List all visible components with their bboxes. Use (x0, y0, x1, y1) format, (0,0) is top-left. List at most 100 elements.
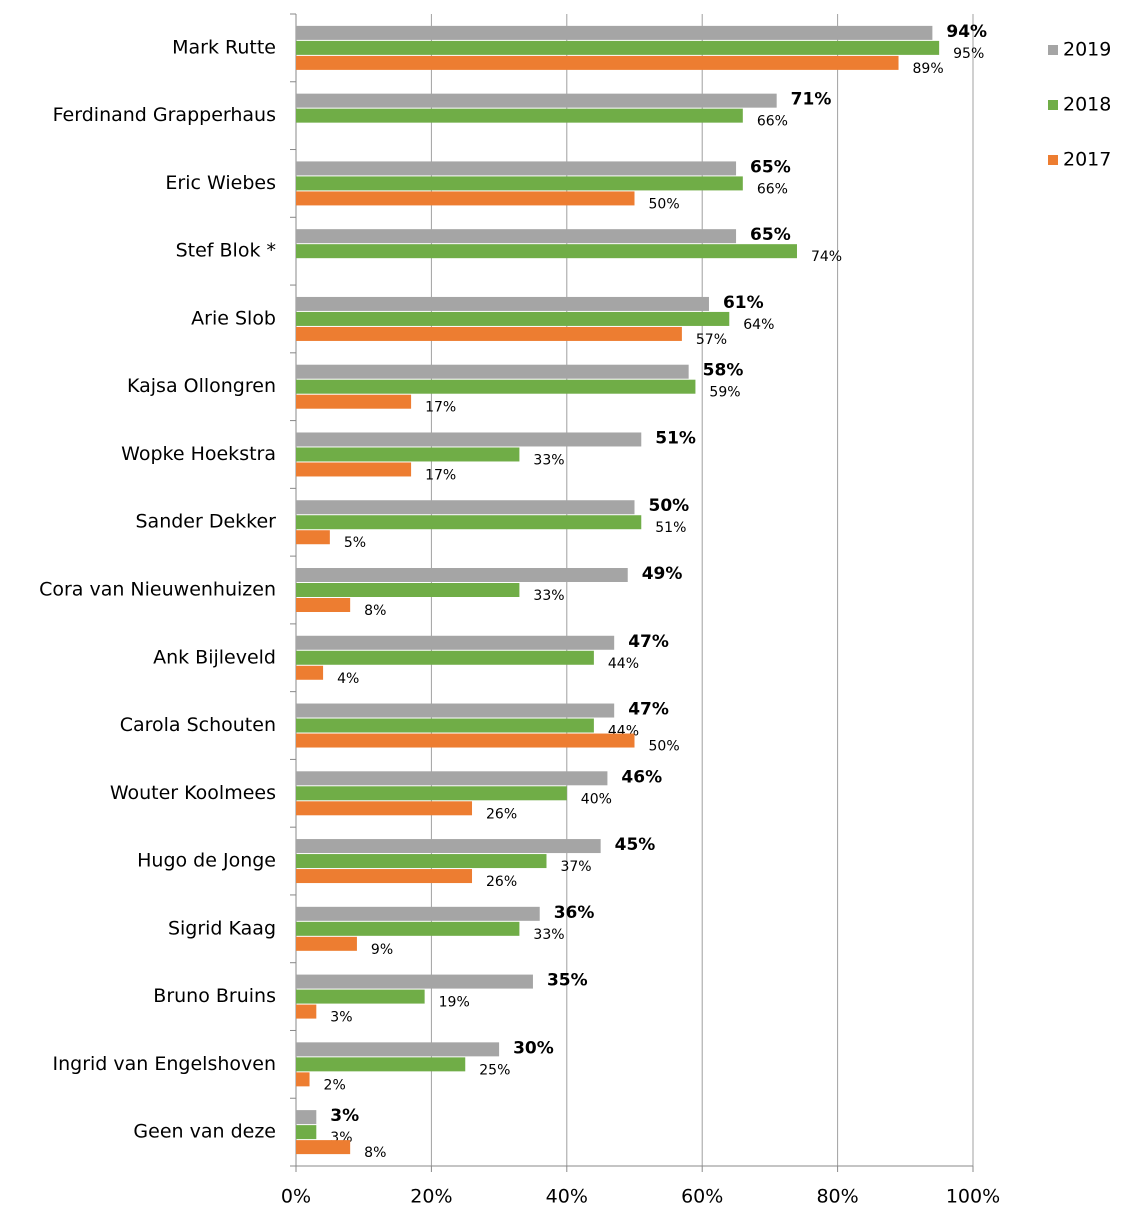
bar (296, 191, 635, 206)
value-label: 46% (621, 767, 662, 787)
legend-swatch (1048, 100, 1058, 110)
bar (296, 665, 324, 680)
bar (296, 364, 689, 379)
value-label: 47% (628, 700, 669, 720)
value-label: 45% (615, 835, 656, 855)
value-label: 37% (560, 859, 591, 875)
value-label: 65% (750, 157, 791, 177)
value-label: 17% (425, 467, 456, 483)
value-label: 66% (757, 114, 788, 130)
bar (296, 635, 615, 650)
value-label: 19% (439, 995, 470, 1011)
bar (296, 176, 743, 191)
bar (296, 936, 357, 951)
x-tick-label: 0% (281, 1186, 311, 1206)
bar (296, 921, 520, 936)
category-label: Ferdinand Grapperhaus (53, 104, 276, 126)
category-label: Sigrid Kaag (168, 917, 276, 939)
legend-swatch (1048, 155, 1058, 165)
category-label: Wopke Hoekstra (121, 443, 276, 465)
category-label: Eric Wiebes (165, 172, 276, 194)
bar (296, 598, 351, 612)
category-label: Mark Rutte (172, 36, 276, 58)
bar (296, 311, 730, 326)
bar (296, 244, 797, 259)
x-tick-label: 100% (946, 1186, 1000, 1206)
bar (296, 55, 899, 70)
value-label: 8% (364, 1145, 386, 1161)
bar (296, 500, 635, 515)
bar (296, 394, 412, 409)
legend-label: 2018 (1063, 94, 1111, 116)
bar (296, 1110, 317, 1125)
value-label: 40% (581, 791, 612, 807)
value-label: 59% (709, 385, 740, 401)
value-label: 66% (757, 181, 788, 197)
bar (296, 718, 594, 733)
value-label: 64% (743, 317, 774, 333)
bar (296, 515, 642, 530)
category-label: Arie Slob (191, 307, 276, 329)
bar (296, 786, 567, 801)
value-label: 9% (371, 942, 393, 958)
value-label: 26% (486, 874, 517, 890)
value-label: 30% (513, 1038, 554, 1058)
bar (296, 93, 777, 108)
category-label: Sander Dekker (136, 511, 277, 533)
value-label: 49% (642, 564, 683, 584)
bar (296, 40, 940, 55)
value-label: 57% (696, 332, 727, 348)
bar (296, 25, 933, 40)
value-label: 26% (486, 806, 517, 822)
value-label: 50% (649, 496, 690, 516)
category-label: Wouter Koolmees (110, 782, 276, 804)
bar (296, 1004, 317, 1019)
value-label: 61% (723, 293, 764, 313)
bar (296, 161, 737, 176)
category-label: Ank Bijleveld (153, 646, 276, 668)
bar (296, 839, 601, 854)
value-label: 50% (649, 196, 680, 212)
value-label: 8% (364, 603, 386, 619)
value-label: 5% (344, 535, 366, 551)
x-tick-label: 20% (410, 1186, 452, 1206)
bar (296, 447, 520, 462)
bar (296, 733, 635, 748)
value-label: 4% (337, 671, 359, 687)
category-label: Bruno Bruins (153, 985, 276, 1007)
category-label: Ingrid van Engelshoven (53, 1053, 276, 1075)
bar (296, 801, 473, 816)
value-label: 35% (547, 971, 588, 991)
bar (296, 296, 709, 311)
legend-label: 2017 (1063, 149, 1111, 171)
value-label: 25% (479, 1062, 510, 1078)
value-label: 51% (655, 520, 686, 536)
category-label: Geen van deze (133, 1121, 276, 1143)
category-label: Stef Blok * (176, 240, 276, 262)
value-label: 3% (330, 1106, 359, 1126)
bar (296, 1057, 466, 1072)
bar (296, 869, 473, 884)
bar (296, 326, 682, 341)
bar (296, 108, 743, 123)
value-label: 33% (533, 588, 564, 604)
bar (296, 989, 425, 1004)
value-label: 17% (425, 400, 456, 416)
category-label: Cora van Nieuwenhuizen (39, 579, 276, 601)
category-label: Kajsa Ollongren (127, 375, 276, 397)
bar (296, 703, 615, 718)
value-label: 89% (913, 61, 944, 77)
value-label: 3% (330, 1010, 352, 1026)
value-label: 71% (791, 90, 832, 110)
bar (296, 854, 547, 869)
bar (296, 432, 642, 447)
bar (296, 650, 594, 665)
x-tick-label: 60% (681, 1186, 723, 1206)
bar (296, 906, 540, 921)
value-label: 50% (649, 739, 680, 755)
bar (296, 462, 412, 477)
value-label: 94% (946, 22, 987, 42)
bar (296, 771, 608, 786)
value-label: 74% (811, 249, 842, 265)
